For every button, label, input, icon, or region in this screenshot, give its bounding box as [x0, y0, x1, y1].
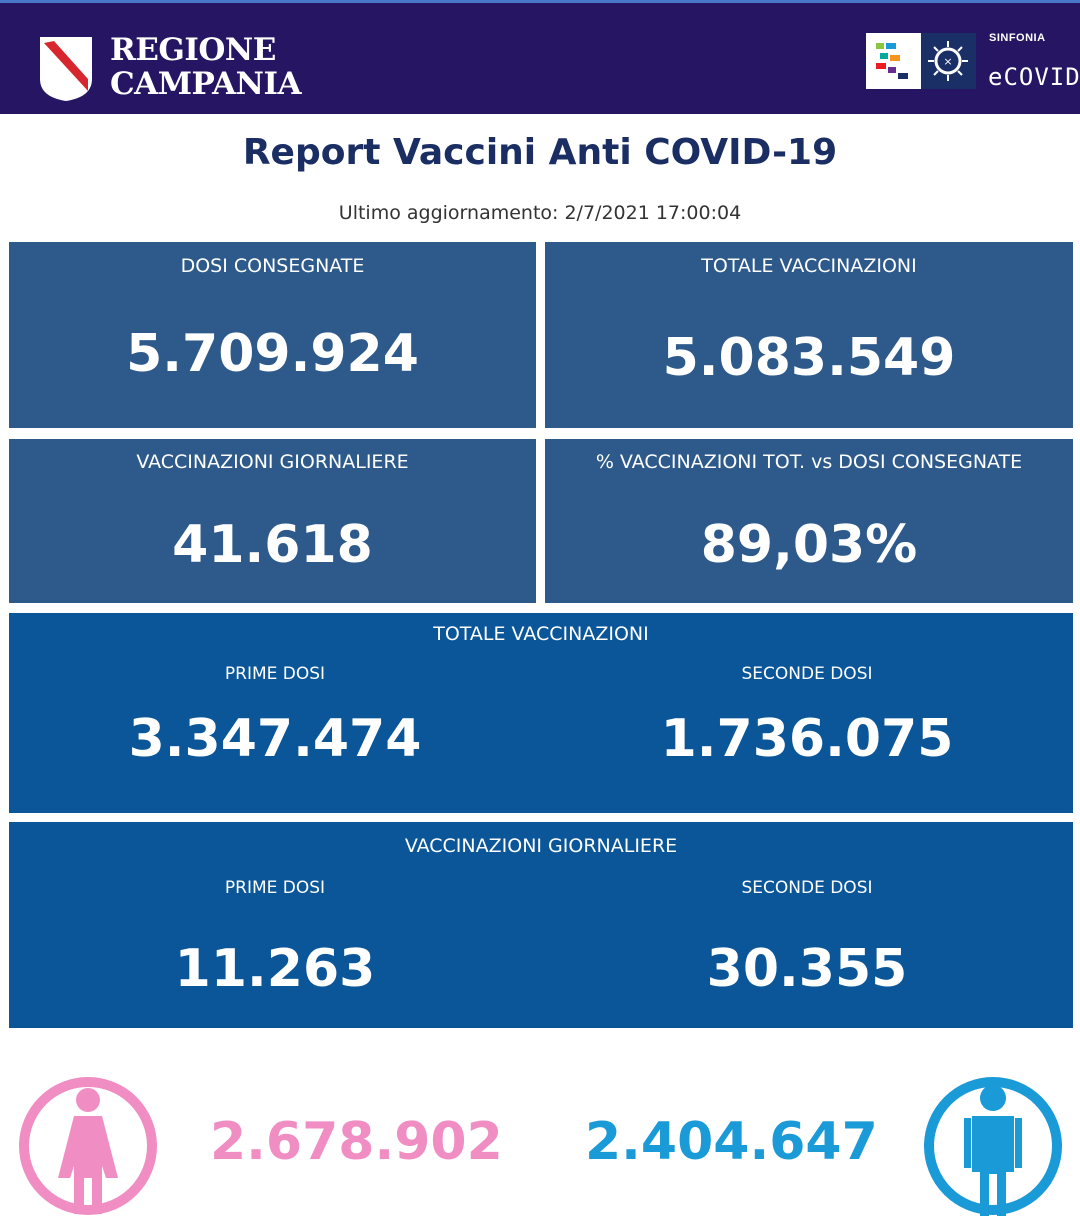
- female-person-icon: [19, 1077, 157, 1215]
- ecovid-label: eCOVID: [988, 63, 1080, 91]
- vaccinazioni-giornaliere-card: VACCINAZIONI GIORNALIERE 41.618: [9, 439, 536, 603]
- percentuale-label: % VACCINAZIONI TOT. vs DOSI CONSEGNATE: [595, 451, 1023, 473]
- totale-seconde-label: SECONDE DOSI: [741, 664, 873, 684]
- sinfonia-label: SINFONIA: [989, 32, 1046, 44]
- vaccinazioni-giornaliere-value: 41.618: [172, 515, 373, 575]
- giornaliere-prime-label: PRIME DOSI: [224, 878, 326, 898]
- totale-vaccinazioni-label: TOTALE VACCINAZIONI: [701, 255, 917, 277]
- region-shield-icon: [40, 37, 92, 101]
- sinfonia-logo-icon: ×: [866, 33, 976, 89]
- region-name: REGIONE CAMPANIA: [110, 32, 302, 102]
- region-name-line2: CAMPANIA: [110, 66, 302, 102]
- dosi-consegnate-card: DOSI CONSEGNATE 5.709.924: [9, 242, 536, 428]
- last-updated: Ultimo aggiornamento: 2/7/2021 17:00:04: [338, 202, 742, 224]
- totale-section: TOTALE VACCINAZIONI PRIME DOSI 3.347.474…: [9, 613, 1073, 813]
- svg-text:×: ×: [943, 55, 952, 68]
- dosi-consegnate-value: 5.709.924: [126, 324, 419, 384]
- header-bar: REGIONE CAMPANIA × SINFONIA eCOVID: [0, 0, 1080, 114]
- giornaliere-section-title: VACCINAZIONI GIORNALIERE: [404, 835, 678, 857]
- male-count: 2.404.647: [585, 1112, 878, 1172]
- totale-seconde-value: 1.736.075: [660, 709, 954, 769]
- vaccinazioni-giornaliere-label: VACCINAZIONI GIORNALIERE: [136, 451, 409, 473]
- giornaliere-seconde-value: 30.355: [706, 939, 908, 999]
- totale-section-title: TOTALE VACCINAZIONI: [433, 623, 649, 645]
- region-name-line1: REGIONE: [110, 32, 276, 68]
- totale-prime-value: 3.347.474: [128, 709, 422, 769]
- page-title: Report Vaccini Anti COVID-19: [242, 132, 838, 173]
- totale-prime-label: PRIME DOSI: [224, 664, 326, 684]
- giornaliere-prime-value: 11.263: [174, 939, 376, 999]
- totale-vaccinazioni-card: TOTALE VACCINAZIONI 5.083.549: [545, 242, 1073, 428]
- male-person-icon: [924, 1077, 1062, 1216]
- percentuale-card: % VACCINAZIONI TOT. vs DOSI CONSEGNATE 8…: [545, 439, 1073, 603]
- percentuale-value: 89,03%: [700, 515, 918, 575]
- giornaliere-seconde-label: SECONDE DOSI: [741, 878, 873, 898]
- giornaliere-section: VACCINAZIONI GIORNALIERE PRIME DOSI 11.2…: [9, 822, 1073, 1028]
- totale-vaccinazioni-value: 5.083.549: [662, 328, 956, 388]
- dosi-consegnate-label: DOSI CONSEGNATE: [180, 255, 365, 277]
- female-count: 2.678.902: [210, 1112, 503, 1172]
